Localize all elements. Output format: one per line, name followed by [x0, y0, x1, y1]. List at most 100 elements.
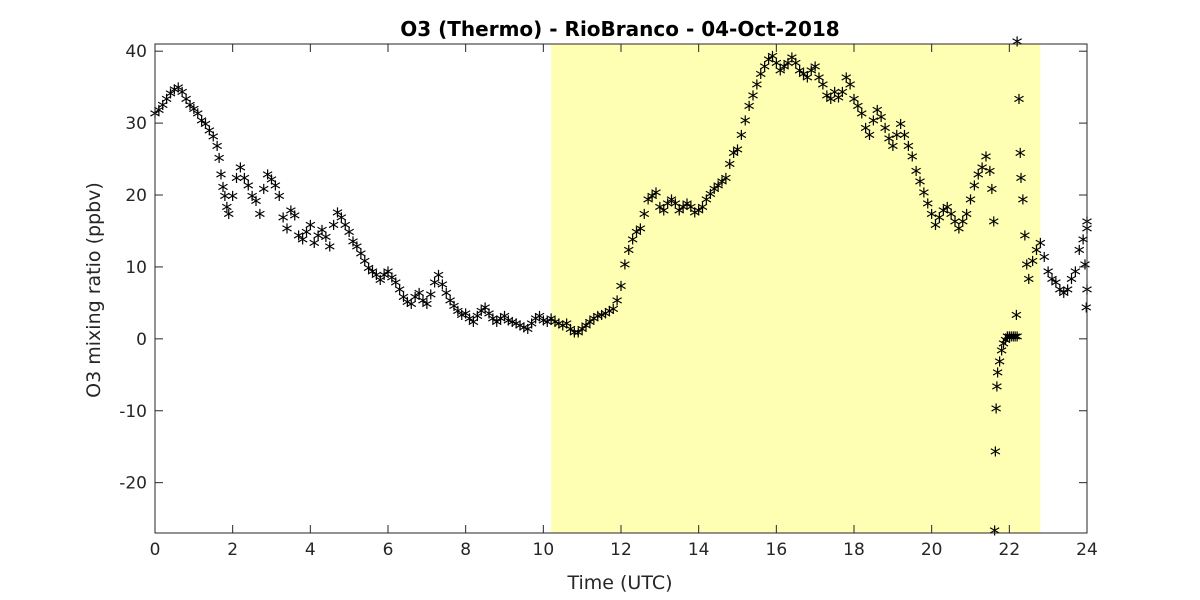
data-point: * — [1081, 300, 1092, 325]
data-point: * — [464, 311, 475, 336]
data-point: * — [918, 185, 929, 210]
x-axis-ticks: 0 2 4 6 8 10 12 14 16 18 20 22 24 — [150, 44, 1098, 560]
data-point: * — [491, 314, 502, 339]
data-point: * — [157, 97, 168, 122]
data-point: * — [1058, 286, 1069, 311]
data-point: * — [992, 365, 1003, 390]
data-point: * — [600, 306, 611, 331]
y-tick-label: 40 — [125, 42, 147, 62]
data-point: * — [883, 131, 894, 156]
data-point: * — [674, 203, 685, 228]
data-point: * — [864, 127, 875, 152]
data-point: * — [627, 232, 638, 257]
data-point: * — [860, 120, 871, 145]
data-point: * — [309, 235, 320, 260]
x-tick-label: 14 — [688, 540, 710, 560]
data-point: * — [165, 86, 176, 111]
y-tick-label: 20 — [125, 186, 147, 206]
data-point: * — [666, 192, 677, 217]
data-point: * — [282, 221, 293, 246]
data-point: * — [998, 336, 1009, 361]
data-point: * — [1008, 329, 1019, 354]
data-point: * — [748, 88, 759, 113]
data-point: * — [383, 264, 394, 289]
data-point: * — [221, 199, 232, 224]
data-point: * — [786, 50, 797, 75]
data-point: * — [1012, 34, 1023, 59]
y-tick-label: -20 — [119, 474, 147, 494]
data-point: * — [348, 234, 359, 259]
data-point: * — [887, 138, 898, 163]
data-point: * — [1074, 243, 1085, 268]
data-point: * — [270, 178, 281, 203]
data-point: * — [208, 129, 219, 154]
data-point: * — [305, 217, 316, 242]
data-point: * — [278, 210, 289, 235]
data-point: * — [177, 84, 188, 109]
data-point: * — [693, 203, 704, 228]
y-tick-label: 10 — [125, 258, 147, 278]
data-point: * — [895, 117, 906, 142]
data-point: * — [188, 102, 199, 127]
data-point: * — [503, 313, 514, 338]
data-point: * — [456, 307, 467, 332]
data-point: * — [417, 293, 428, 318]
data-point: * — [643, 192, 654, 217]
y-tick-label: 30 — [125, 114, 147, 134]
data-point: * — [619, 257, 630, 282]
data-point: * — [200, 117, 211, 142]
data-point: * — [1062, 282, 1073, 307]
data-point: * — [511, 316, 522, 341]
data-point: * — [452, 304, 463, 329]
data-point: * — [771, 56, 782, 81]
data-point: * — [1002, 329, 1013, 354]
data-point: * — [798, 66, 809, 91]
data-point: * — [759, 59, 770, 84]
data-point: * — [565, 322, 576, 347]
data-point: * — [915, 174, 926, 199]
data-point: * — [425, 287, 436, 312]
data-point: * — [518, 320, 529, 345]
data-point: * — [989, 523, 1000, 548]
data-point: * — [371, 268, 382, 293]
x-tick-label: 10 — [533, 540, 555, 560]
y-tick-label: 0 — [136, 330, 147, 350]
data-point: * — [996, 343, 1007, 368]
data-point: * — [837, 84, 848, 109]
data-point: * — [379, 268, 390, 293]
data-point: * — [588, 311, 599, 336]
data-point: * — [977, 160, 988, 185]
data-point: * — [991, 379, 1002, 404]
data-point: * — [1050, 275, 1061, 300]
data-point: * — [953, 221, 964, 246]
data-point: * — [1035, 235, 1046, 260]
data-point: * — [973, 167, 984, 192]
data-point: * — [239, 171, 250, 196]
data-point: * — [212, 138, 223, 163]
x-tick-label: 24 — [1076, 540, 1098, 560]
data-point: * — [654, 199, 665, 224]
data-point: * — [790, 56, 801, 81]
data-point: * — [949, 214, 960, 239]
data-point: * — [988, 214, 999, 239]
data-point: * — [994, 354, 1005, 379]
data-point: * — [817, 77, 828, 102]
data-point: * — [880, 120, 891, 145]
data-point: * — [216, 167, 227, 192]
x-tick-label: 2 — [227, 540, 238, 560]
data-point: * — [689, 205, 700, 230]
data-point: * — [635, 221, 646, 246]
data-point: * — [262, 167, 273, 192]
data-point: * — [584, 314, 595, 339]
data-point: * — [421, 296, 432, 321]
chart-title: O3 (Thermo) - RioBranco - 04-Oct-2018 — [400, 17, 839, 41]
data-point: * — [852, 99, 863, 124]
data-point: * — [573, 325, 584, 350]
x-tick-label: 8 — [460, 540, 471, 560]
data-point: * — [705, 186, 716, 211]
data-point: * — [1031, 243, 1042, 268]
data-point: * — [728, 145, 739, 170]
data-point: * — [903, 138, 914, 163]
data-point: * — [775, 63, 786, 88]
data-point: * — [289, 208, 300, 233]
